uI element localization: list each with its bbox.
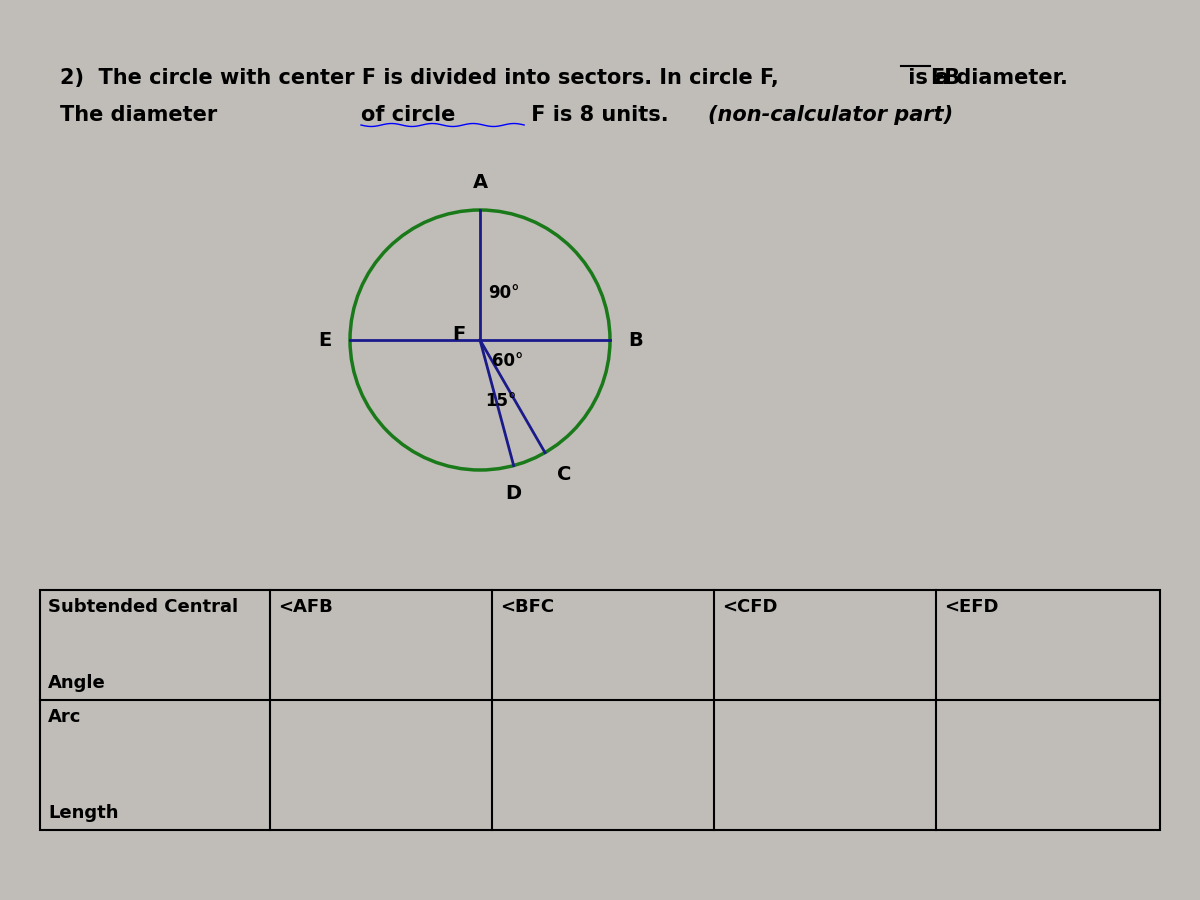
Text: C: C bbox=[557, 464, 571, 483]
Text: <EFD: <EFD bbox=[944, 598, 998, 616]
Text: Angle: Angle bbox=[48, 674, 106, 692]
Text: D: D bbox=[505, 483, 522, 502]
Text: <CFD: <CFD bbox=[722, 598, 778, 616]
Text: B: B bbox=[628, 330, 643, 349]
Text: <BFC: <BFC bbox=[500, 598, 554, 616]
Text: F: F bbox=[452, 326, 466, 345]
Text: F is 8 units.: F is 8 units. bbox=[524, 105, 676, 125]
Text: Subtended Central: Subtended Central bbox=[48, 598, 238, 616]
Text: E: E bbox=[319, 330, 332, 349]
Text: A: A bbox=[473, 173, 487, 192]
Text: <AFB: <AFB bbox=[278, 598, 332, 616]
Text: 2)  The circle with center F is divided into sectors. In circle F,: 2) The circle with center F is divided i… bbox=[60, 68, 793, 88]
Text: The diameter: The diameter bbox=[60, 105, 224, 125]
Text: Length: Length bbox=[48, 804, 119, 822]
Text: 60°: 60° bbox=[492, 352, 523, 370]
Text: Arc: Arc bbox=[48, 708, 82, 726]
Text: is a diameter.: is a diameter. bbox=[901, 68, 1068, 88]
Bar bbox=[40, 590, 1160, 830]
Text: of circle: of circle bbox=[361, 105, 455, 125]
Text: (non-calculator part): (non-calculator part) bbox=[708, 105, 953, 125]
Text: 15°: 15° bbox=[485, 392, 516, 410]
Text: EB: EB bbox=[930, 68, 960, 88]
Text: 90°: 90° bbox=[488, 284, 520, 302]
